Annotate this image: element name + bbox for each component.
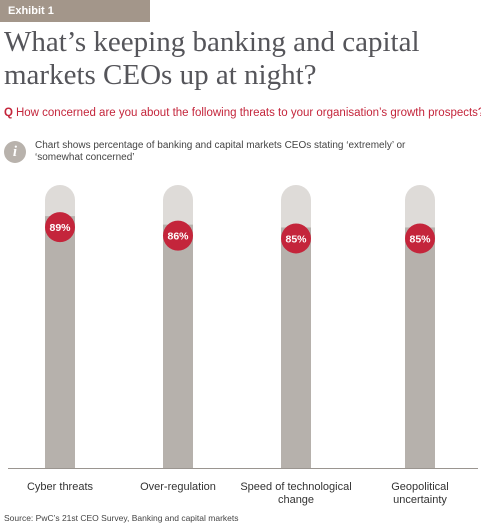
value-marker xyxy=(163,220,193,251)
bar xyxy=(45,216,75,468)
category-label: Cyber threats xyxy=(27,481,94,493)
category-label: Speed of technological xyxy=(240,481,351,493)
chart-note: Chart shows percentage of banking and ca… xyxy=(35,140,406,163)
bar xyxy=(163,224,193,468)
category-label: change xyxy=(278,494,314,506)
category-label: Over-regulation xyxy=(140,481,216,493)
category-label: Geopolitical xyxy=(391,481,448,493)
bar-chart: 89% Cyber threats 86% Over-regulation 85% Spe… xyxy=(8,185,478,506)
info-icon: i xyxy=(4,141,26,163)
exhibit-tag: Exhibit 1 xyxy=(0,0,150,22)
data-label: 86% xyxy=(167,231,189,243)
bar xyxy=(405,227,435,468)
value-marker xyxy=(281,223,311,254)
chart-title: What’s keeping banking and capital marke… xyxy=(4,26,420,91)
survey-question: Q How concerned are you about the followi… xyxy=(4,107,481,119)
question-text: How concerned are you about the followin… xyxy=(15,107,481,119)
value-marker xyxy=(405,223,435,254)
value-marker xyxy=(45,212,75,243)
data-label: 85% xyxy=(409,233,431,245)
data-label: 85% xyxy=(285,233,307,245)
source-note: Source: PwC’s 21st CEO Survey, Banking a… xyxy=(4,513,239,523)
data-label: 89% xyxy=(49,222,71,234)
category-label: uncertainty xyxy=(393,494,447,506)
question-marker: Q xyxy=(4,107,13,119)
bar xyxy=(281,227,311,468)
